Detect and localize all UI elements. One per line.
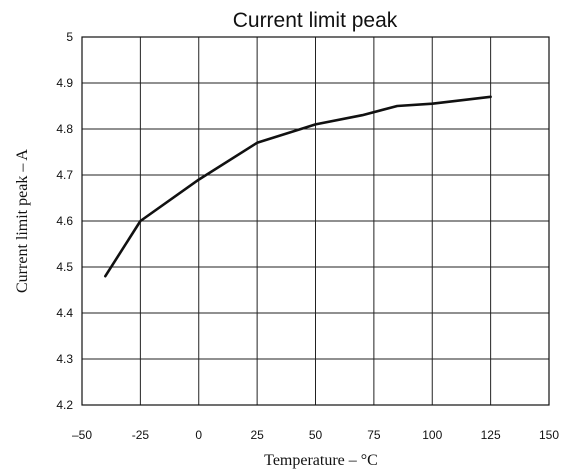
y-tick-labels: 4.2 4.3 4.4 4.5 4.6 4.7 4.8 4.9 5 (56, 30, 73, 412)
y-tick-label: 4.8 (56, 122, 73, 136)
grid (82, 37, 549, 405)
x-tick-label: 50 (309, 428, 323, 442)
series-group (104, 95, 492, 278)
y-tick-label: 4.2 (56, 398, 73, 412)
x-axis-label: Temperature – °C (264, 452, 378, 469)
plot-frame (81, 36, 550, 406)
y-tick-label: 4.5 (56, 260, 73, 274)
y-tick-label: 4.7 (56, 168, 73, 182)
y-axis-label: Current limit peak – A (14, 149, 31, 293)
y-tick-label: 4.4 (56, 306, 73, 320)
x-tick-label: 100 (422, 428, 442, 442)
chart-title: Current limit peak (233, 9, 398, 32)
y-tick-label: 4.6 (56, 214, 73, 228)
x-tick-label: 150 (539, 428, 559, 442)
x-tick-label: 125 (481, 428, 501, 442)
x-tick-label: 75 (367, 428, 381, 442)
x-tick-label: 0 (195, 428, 202, 442)
y-tick-label: 5 (66, 30, 73, 44)
y-tick-label: 4.3 (56, 352, 73, 366)
x-tick-label: –50 (72, 428, 92, 442)
x-tick-label: -25 (132, 428, 150, 442)
x-tick-label: 25 (250, 428, 264, 442)
series-line (104, 95, 492, 278)
x-tick-labels: –50 -25 0 25 50 75 100 125 150 (72, 428, 559, 442)
y-tick-label: 4.9 (56, 76, 73, 90)
